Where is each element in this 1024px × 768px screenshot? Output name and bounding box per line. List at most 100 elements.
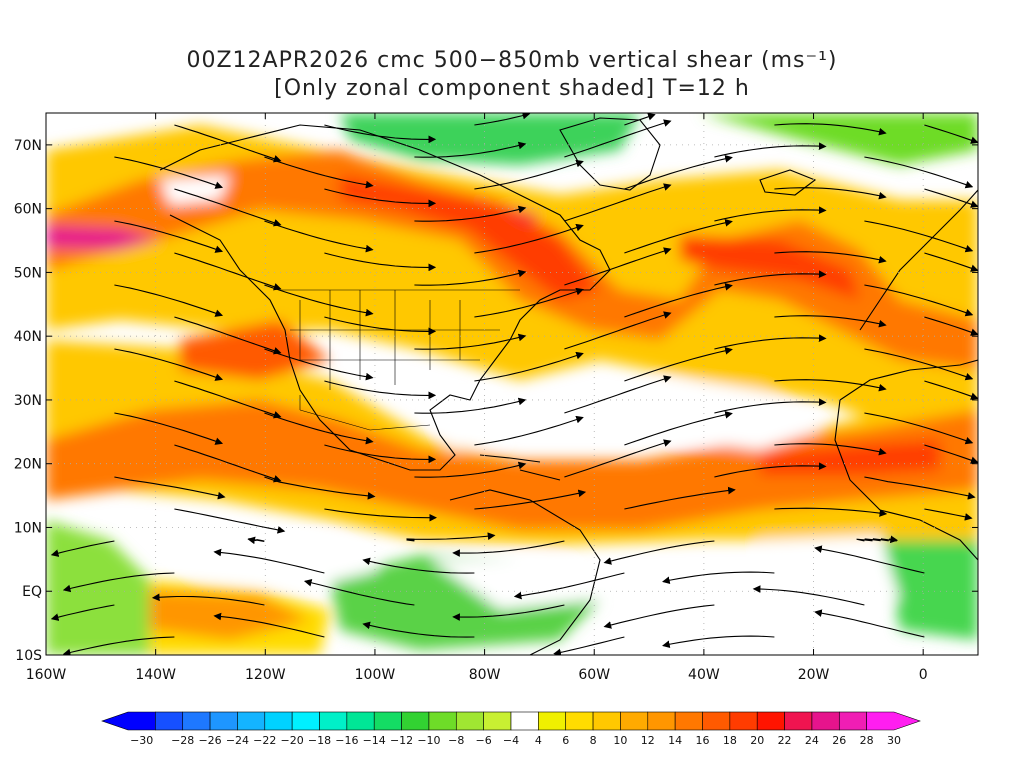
- colorbar-label: 20: [750, 734, 764, 747]
- colorbar-swatch: [401, 711, 430, 731]
- streamline: [264, 156, 374, 189]
- colorbar-label: −10: [417, 734, 440, 747]
- colorbar: −30 −28 −26 −24 −22 −20 −18 −16 −14 −12 −10 −8 −6 −4 4…: [101, 711, 921, 747]
- colorbar-label: −24: [226, 734, 249, 747]
- streamline: [924, 380, 978, 400]
- streamline: [513, 572, 625, 600]
- lon-tick-label: 80W: [469, 667, 501, 683]
- colorbar-swatch: [866, 711, 921, 731]
- streamline: [264, 348, 374, 381]
- streamline: [603, 604, 715, 629]
- streamline: [864, 220, 974, 253]
- colorbar-swatch: [729, 711, 758, 731]
- lon-tick-label: 60W: [578, 667, 610, 683]
- streamline: [924, 252, 978, 272]
- streamline: [414, 461, 527, 478]
- streamline: [213, 612, 325, 638]
- colorbar-swatch: [373, 711, 402, 731]
- streamline: [174, 188, 282, 227]
- streamline: [474, 159, 584, 190]
- orange-west-jet: [180, 320, 330, 380]
- streamline: [414, 141, 527, 158]
- colorbar-swatch: [428, 711, 457, 731]
- colorbar-swatch: [620, 711, 649, 731]
- colorbar-label: 24: [805, 734, 819, 747]
- colorbar-label: −14: [363, 734, 386, 747]
- streamline: [624, 486, 736, 510]
- colorbar-swatch: [756, 711, 785, 731]
- streamline: [62, 636, 175, 655]
- colorbar-label: −12: [390, 734, 413, 747]
- colorbar-swatch: [811, 711, 840, 731]
- streamline: [774, 123, 887, 136]
- lat-tick-label: 70N: [14, 138, 42, 154]
- colorbar-label: −18: [308, 734, 331, 747]
- lat-tick-label: 10S: [15, 648, 42, 664]
- lat-tick-label: 30N: [14, 393, 42, 409]
- graticule: [46, 113, 978, 655]
- colorbar-label: −20: [281, 734, 304, 747]
- lon-tick-label: 160W: [26, 667, 67, 683]
- streamline: [564, 375, 672, 414]
- streamline: [564, 247, 672, 286]
- streamline: [774, 187, 887, 200]
- europe-coast: [859, 189, 978, 331]
- streamline: [324, 508, 437, 522]
- colorbar-label: 12: [641, 734, 655, 747]
- colorbar-swatch: [647, 711, 676, 731]
- colorbar-swatch: [838, 711, 867, 731]
- streamline: [624, 155, 733, 190]
- streamline: [174, 252, 282, 291]
- colorbar-swatch: [264, 711, 293, 731]
- streamline: [864, 348, 974, 381]
- streamline: [814, 545, 925, 574]
- green-east-arctic-patch: [700, 113, 978, 165]
- colorbar-label: 28: [860, 734, 874, 747]
- lon-tick-label: 140W: [135, 667, 176, 683]
- streamline: [414, 333, 527, 350]
- colorbar-label: −16: [335, 734, 358, 747]
- greenland-coast: [559, 117, 661, 191]
- streamline: [856, 535, 899, 544]
- streamline: [624, 283, 733, 318]
- white-hole-africa: [760, 535, 900, 610]
- colorbar-swatch: [565, 711, 594, 731]
- colorbar-swatch: [510, 711, 539, 731]
- streamline: [624, 411, 733, 446]
- streamline: [924, 508, 973, 521]
- streamline: [324, 444, 437, 464]
- streamline: [774, 315, 887, 328]
- green-equator-east: [880, 520, 978, 640]
- white-hole-pacific: [160, 175, 230, 205]
- streamline: [774, 507, 888, 517]
- streamline: [414, 205, 527, 222]
- colorbar-label: 22: [778, 734, 792, 747]
- colorbar-swatch: [483, 711, 512, 731]
- streamline: [714, 462, 827, 478]
- streamline: [174, 316, 282, 355]
- colorbar-label: −8: [448, 734, 464, 747]
- streamline: [924, 188, 978, 208]
- streamline: [303, 579, 415, 606]
- streamline: [414, 397, 527, 414]
- colorbar-swatch: [346, 711, 375, 731]
- colorbar-swatch: [592, 711, 621, 731]
- colorbar-swatch: [182, 711, 211, 731]
- streamline: [247, 536, 265, 545]
- coastlines: [159, 117, 978, 655]
- lon-tick-label: 120W: [245, 667, 286, 683]
- red-east-core: [680, 235, 860, 300]
- plot-area: [46, 113, 978, 655]
- south-america-coast: [449, 489, 601, 655]
- colorbar-label: 6: [562, 734, 569, 747]
- shear-shading: [46, 113, 978, 655]
- green-arctic-patch: [340, 113, 640, 165]
- longitude-axis: 160W 140W 120W 100W 80W 60W 40W 20W 0: [26, 113, 928, 683]
- magenta-pacific-max: [46, 225, 160, 250]
- colorbar-label: 10: [613, 734, 627, 747]
- colorbar-label: 30: [887, 734, 901, 747]
- colorbar-label: −28: [171, 734, 194, 747]
- colorbar-swatch: [702, 711, 731, 731]
- streamline: [624, 219, 733, 254]
